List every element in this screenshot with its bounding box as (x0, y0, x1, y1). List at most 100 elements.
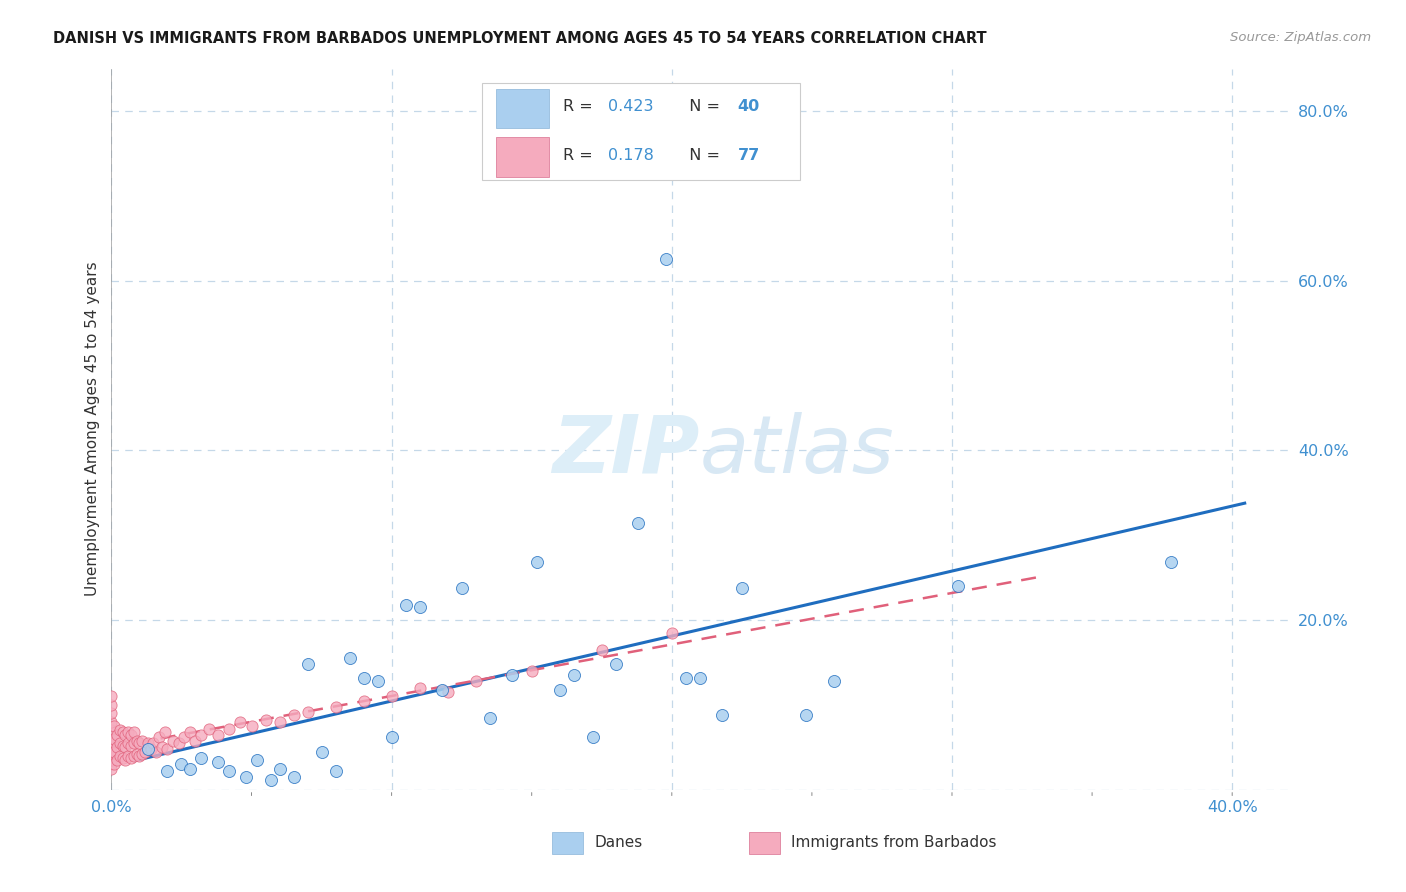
Point (179, 762, 201, 776)
Point (122, 748, 145, 763)
Point (125, 733, 148, 747)
Point (450, 581, 472, 595)
Point (108, 736, 131, 750)
Text: N =: N = (679, 148, 724, 163)
Point (120, 728, 142, 742)
Text: Source: ZipAtlas.com: Source: ZipAtlas.com (1230, 31, 1371, 45)
Point (946, 579, 969, 593)
Point (325, 764, 347, 779)
Point (353, 671, 375, 685)
Point (100, 698, 122, 712)
Point (381, 690, 404, 704)
Point (117, 736, 139, 750)
Point (582, 730, 605, 744)
Point (139, 742, 162, 756)
Point (167, 736, 190, 750)
Point (117, 748, 139, 763)
Point (117, 725, 139, 739)
Point (367, 674, 389, 689)
Point (156, 742, 179, 756)
Point (627, 516, 650, 530)
Point (111, 739, 134, 753)
Text: DANISH VS IMMIGRANTS FROM BARBADOS UNEMPLOYMENT AMONG AGES 45 TO 54 YEARS CORREL: DANISH VS IMMIGRANTS FROM BARBADOS UNEMP… (53, 31, 987, 46)
Point (100, 762, 122, 776)
Text: 40: 40 (738, 99, 759, 114)
Point (103, 757, 125, 772)
Point (170, 757, 193, 772)
Point (134, 745, 156, 759)
Point (100, 706, 122, 721)
Point (394, 598, 416, 612)
Point (218, 764, 240, 779)
Point (100, 736, 122, 750)
Point (240, 719, 263, 733)
Point (100, 740, 122, 755)
Point (100, 745, 122, 759)
Point (436, 685, 458, 699)
Point (207, 755, 229, 769)
Point (114, 728, 136, 742)
Point (548, 682, 571, 697)
Point (591, 642, 613, 657)
Point (122, 736, 145, 750)
Point (675, 671, 697, 685)
Point (131, 747, 153, 762)
Point (105, 728, 128, 742)
FancyBboxPatch shape (748, 831, 779, 855)
Point (478, 711, 501, 725)
Text: R =: R = (564, 99, 598, 114)
Point (100, 690, 122, 704)
FancyBboxPatch shape (496, 88, 550, 128)
FancyBboxPatch shape (496, 137, 550, 177)
Point (108, 723, 131, 738)
Point (353, 694, 375, 708)
Text: R =: R = (564, 148, 598, 163)
Point (325, 699, 347, 714)
Point (689, 671, 711, 685)
Point (179, 725, 201, 739)
Point (190, 750, 212, 764)
Point (128, 736, 150, 750)
Text: ZIP: ZIP (553, 412, 700, 490)
Point (153, 725, 176, 739)
Point (297, 657, 319, 672)
Point (103, 745, 125, 759)
FancyBboxPatch shape (551, 831, 582, 855)
Point (297, 705, 319, 719)
Text: 0.423: 0.423 (607, 99, 654, 114)
Point (283, 708, 305, 723)
Text: Danes: Danes (593, 836, 643, 850)
Point (100, 748, 122, 763)
Point (661, 625, 683, 640)
Point (114, 753, 136, 767)
Point (125, 747, 148, 762)
Point (136, 742, 159, 756)
Point (173, 730, 195, 744)
Point (100, 757, 122, 772)
Point (136, 736, 159, 750)
Point (122, 725, 145, 739)
Point (156, 764, 179, 779)
Point (823, 674, 845, 689)
Point (128, 748, 150, 763)
Point (381, 730, 404, 744)
Point (190, 728, 212, 742)
Point (501, 668, 523, 682)
Point (105, 753, 128, 767)
Point (142, 736, 165, 750)
Text: atlas: atlas (700, 412, 894, 490)
Point (100, 731, 122, 746)
Point (145, 745, 167, 759)
Text: 77: 77 (738, 148, 759, 163)
Point (269, 762, 291, 776)
Point (108, 748, 131, 763)
Point (794, 708, 817, 723)
Point (311, 745, 333, 759)
Text: N =: N = (679, 99, 724, 114)
Point (162, 733, 184, 747)
Text: 0.178: 0.178 (607, 148, 654, 163)
Point (103, 719, 125, 733)
Point (711, 708, 734, 723)
Point (207, 728, 229, 742)
Point (148, 730, 170, 744)
